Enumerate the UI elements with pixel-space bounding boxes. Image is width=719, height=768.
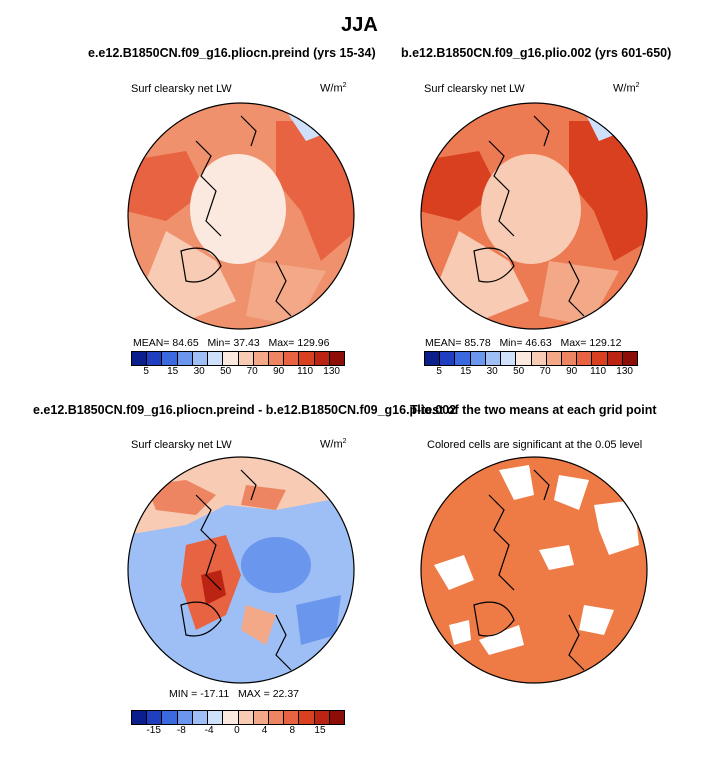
colorbar-segment — [313, 352, 329, 365]
colorbar-tick-label: 5 — [436, 366, 442, 377]
colorbar-tick-label: -15 — [146, 725, 161, 736]
colorbar-tick-label: 130 — [323, 366, 340, 377]
colorbar-tick-label: 5 — [143, 366, 149, 377]
colorbar-segment — [283, 711, 299, 724]
map-bottom-right — [420, 456, 648, 684]
colorbar-segment — [621, 352, 638, 365]
colorbar-tick-label: 130 — [616, 366, 633, 377]
stats-top-right: MEAN= 85.78 Min= 46.63 Max= 129.12 — [425, 337, 622, 349]
colorbar-tick-label: 8 — [289, 725, 296, 736]
colorbar-segment — [237, 352, 253, 365]
panel-title-top-right: b.e12.B1850CN.f09_g16.plio.002 (yrs 601-… — [401, 46, 672, 60]
colorbar-segment — [454, 352, 470, 365]
colorbar-segment — [222, 352, 238, 365]
colorbar-segment — [207, 352, 223, 365]
colorbar-segment — [146, 352, 162, 365]
colorbar-segment — [560, 352, 577, 365]
colorbar-bottom-left — [131, 710, 345, 725]
main-title: JJA — [341, 14, 378, 36]
colorbar-tick-label: 30 — [486, 366, 498, 377]
colorbar-segment — [191, 352, 208, 365]
colorbar-tick-label: 15 — [167, 366, 179, 377]
colorbar-tick-label: -4 — [204, 725, 214, 736]
colorbar-tick-label: 15 — [460, 366, 472, 377]
colorbar-segment — [328, 711, 345, 724]
units-label-top-left: W/m2 — [320, 82, 347, 95]
variable-label-top-right: Surf clearsky net LW — [424, 83, 525, 95]
colorbar-tick-label: 50 — [513, 366, 525, 377]
panel-title-bottom-right: T-test of the two means at each grid poi… — [410, 403, 657, 417]
panel-title-bottom-left: e.e12.B1850CN.f09_g16.pliocn.preind - b.… — [33, 403, 457, 417]
map-top-left — [127, 102, 355, 330]
colorbar-segment — [500, 352, 516, 365]
colorbar-segment — [283, 352, 299, 365]
colorbar-segment — [176, 352, 192, 365]
colorbar-tick-label: 0 — [234, 725, 240, 736]
colorbar-segment — [576, 352, 592, 365]
colorbar-tick-label: 110 — [297, 366, 314, 377]
colorbar-top-right — [424, 351, 638, 366]
units-label-top-right: W/m2 — [613, 82, 640, 95]
colorbar-tick-label: -8 — [176, 725, 186, 736]
stats-top-left: MEAN= 84.65 Min= 37.43 Max= 129.96 — [133, 337, 330, 349]
variable-label-bottom-left: Surf clearsky net LW — [131, 439, 232, 451]
colorbar-tick-label: 90 — [566, 366, 578, 377]
colorbar-segment — [252, 711, 268, 724]
colorbar-segment — [237, 711, 253, 724]
colorbar-segment — [298, 352, 314, 365]
colorbar-tick-label: 30 — [193, 366, 205, 377]
colorbar-segment — [484, 352, 501, 365]
subtitle-bottom-right: Colored cells are significant at the 0.0… — [427, 439, 643, 451]
colorbar-tick-label: 15 — [314, 725, 326, 736]
colorbar-segment — [606, 352, 622, 365]
colorbar-segment — [132, 711, 147, 724]
colorbar-segment — [298, 711, 314, 724]
colorbar-tick-label: 110 — [590, 366, 607, 377]
colorbar-segment — [425, 352, 440, 365]
colorbar-tick-label: 90 — [273, 366, 285, 377]
colorbar-tick-label: 70 — [539, 366, 551, 377]
colorbar-segment — [439, 352, 455, 365]
colorbar-segment — [591, 352, 607, 365]
colorbar-segment — [191, 711, 208, 724]
map-top-right — [420, 102, 648, 330]
colorbar-segment — [545, 352, 561, 365]
colorbar-segment — [176, 711, 192, 724]
colorbar-tick-label: 4 — [261, 725, 268, 736]
colorbar-segment — [161, 711, 177, 724]
map-bottom-left — [127, 456, 355, 684]
colorbar-ticks-top-right: 5 15 30 50 70 90 110 130 — [424, 366, 636, 380]
colorbar-ticks-bottom-left: -15 -8 -4 0 4 8 15 — [131, 725, 343, 739]
colorbar-segment — [267, 711, 284, 724]
colorbar-segment — [146, 711, 162, 724]
colorbar-segment — [252, 352, 268, 365]
colorbar-segment — [222, 711, 238, 724]
colorbar-segment — [267, 352, 284, 365]
colorbar-segment — [328, 352, 345, 365]
colorbar-segment — [132, 352, 147, 365]
colorbar-tick-label: 50 — [220, 366, 232, 377]
colorbar-ticks-top-left: 5 15 30 50 70 90 110 130 — [131, 366, 343, 380]
colorbar-top-left — [131, 351, 345, 366]
colorbar-segment — [313, 711, 329, 724]
variable-label-top-left: Surf clearsky net LW — [131, 83, 232, 95]
colorbar-segment — [515, 352, 531, 365]
colorbar-tick-label: 70 — [246, 366, 258, 377]
colorbar-segment — [161, 352, 177, 365]
units-label-bottom-left: W/m2 — [320, 438, 347, 451]
stats-bottom-left: MIN = -17.11 MAX = 22.37 — [169, 688, 299, 700]
colorbar-segment — [530, 352, 546, 365]
colorbar-segment — [207, 711, 223, 724]
panel-title-top-left: e.e12.B1850CN.f09_g16.pliocn.preind (yrs… — [88, 46, 376, 60]
colorbar-segment — [469, 352, 485, 365]
